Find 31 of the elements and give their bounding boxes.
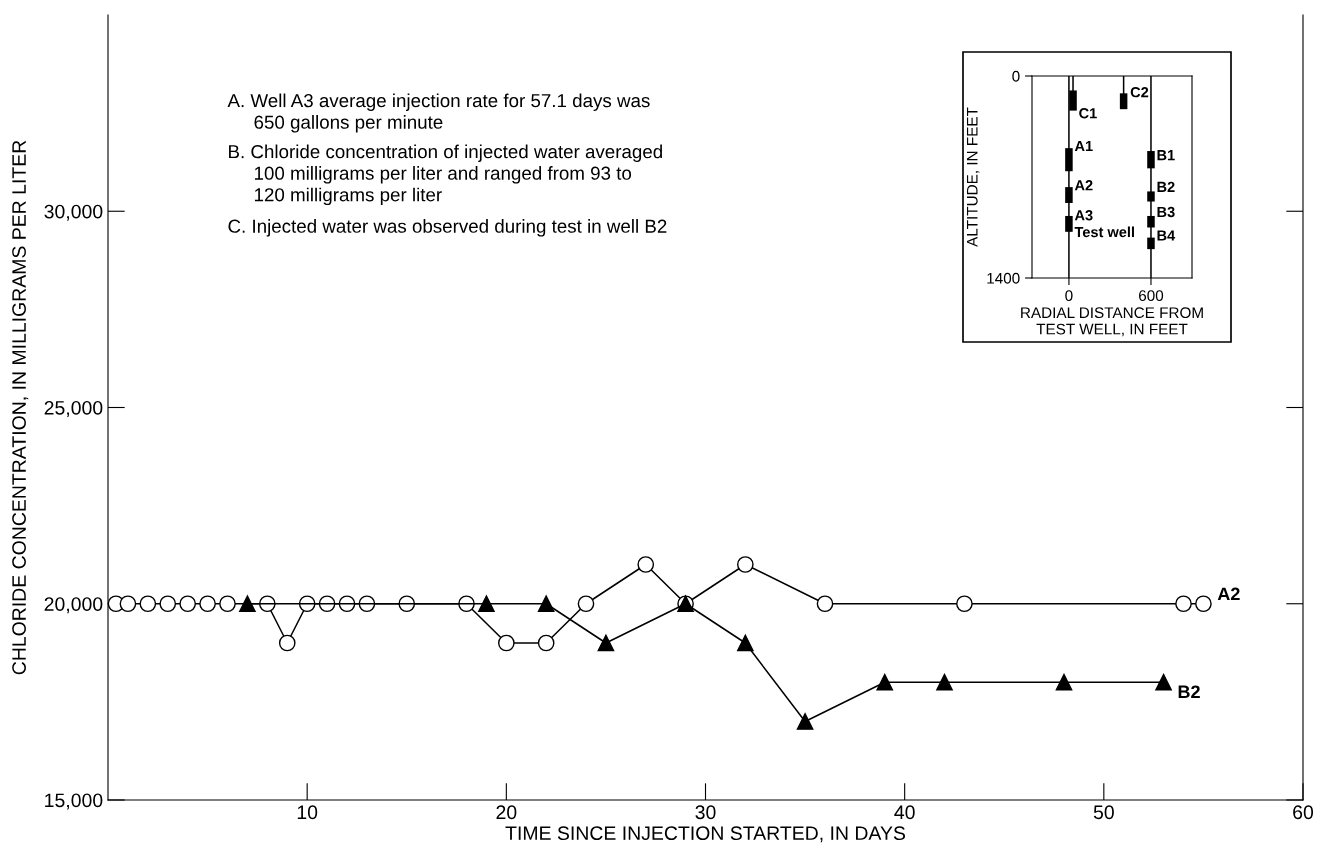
annotation: C1: [1079, 108, 1097, 119]
annotation: A. Well A3 average injection rate for 57.1 days was 650 gallons per minute: [227, 93, 650, 133]
y-tick-label: 25,000: [44, 400, 103, 418]
annotation: B4: [1157, 230, 1176, 241]
series-label: A2: [1217, 587, 1240, 601]
x-tick-label: 50: [1093, 805, 1114, 820]
y-tick-label: 30,000: [44, 204, 103, 221]
annotation: A2: [1074, 180, 1093, 191]
annotation: A3: [1074, 210, 1093, 221]
y-tick-label: 20,000: [44, 597, 103, 614]
x-tick-label: 600: [1139, 290, 1164, 302]
x-axis-title: TIME SINCE INJECTION STARTED, IN DAYS: [505, 826, 906, 843]
x-tick-label: 10: [297, 805, 318, 820]
y-axis-title: CHLORIDE CONCENTRATION, IN MILLIGRAMS PER LITER: [12, 140, 29, 675]
x-axis-title: RADIAL DISTANCE FROM TEST WELL, IN FEET: [1021, 307, 1203, 337]
annotation: C. Injected water was observed during test in well B2: [228, 219, 667, 237]
annotation: B3: [1157, 206, 1175, 218]
y-tick-label: 1400: [987, 272, 1020, 284]
y-tick-label: 15,000: [45, 793, 103, 810]
x-tick-label: 40: [894, 805, 915, 820]
annotation: A1: [1074, 141, 1093, 152]
annotation: B1: [1157, 150, 1175, 161]
annotation: C2: [1130, 87, 1149, 98]
annotation: Test well: [1074, 226, 1134, 238]
x-tick-label: 30: [695, 805, 716, 820]
y-axis-title: ALTITUDE, IN FEET: [966, 107, 980, 247]
x-tick-label: 60: [1293, 805, 1314, 820]
annotation: B2: [1157, 181, 1175, 192]
series-label: B2: [1178, 685, 1200, 699]
x-tick-label: 20: [496, 805, 517, 820]
annotation: B. Chloride concentration of injected water averaged 100 milligrams per liter and ranged from 93 to 120 milligrams per liter: [229, 144, 662, 206]
